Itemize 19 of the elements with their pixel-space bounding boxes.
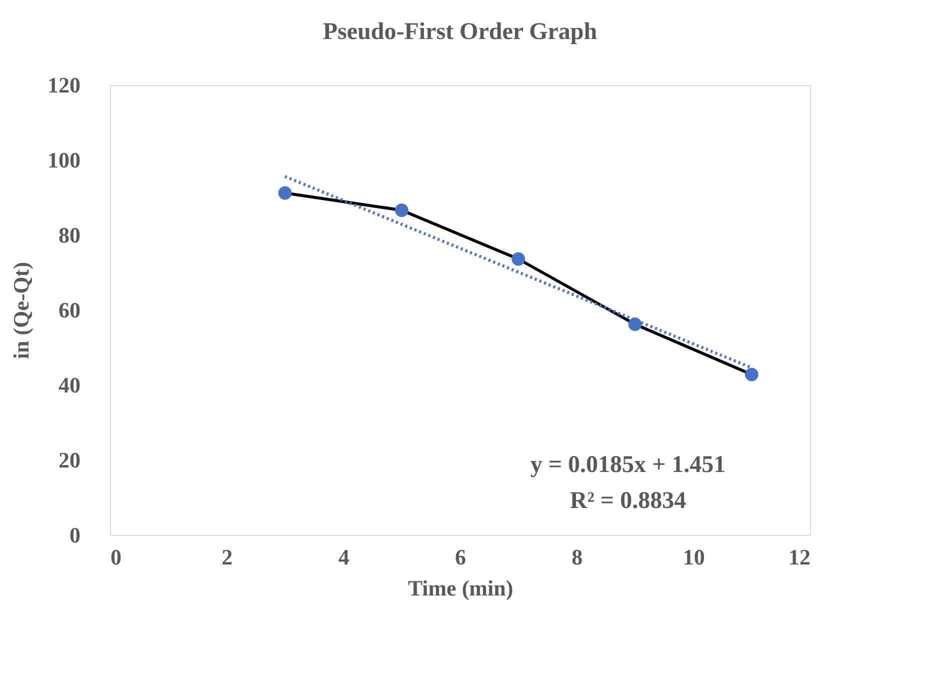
y-axis-title: in (Qe-Qt) — [8, 262, 34, 360]
x-tick-label: 12 — [788, 544, 810, 570]
y-tick-label: 120 — [48, 72, 80, 98]
x-tick-label: 4 — [338, 544, 350, 570]
y-tick-label: 0 — [70, 522, 80, 548]
x-tick-label: 8 — [572, 544, 583, 570]
y-tick-label: 100 — [48, 148, 80, 172]
x-tick-label: 6 — [455, 544, 466, 570]
annotation: y = 0.0185x + 1.451 — [530, 452, 726, 478]
y-tick-label: 20 — [58, 448, 80, 472]
chart-title: Pseudo-First Order Graph — [322, 19, 598, 45]
y-tick-label: 60 — [58, 298, 80, 322]
y-tick-label: 80 — [58, 222, 80, 248]
x-axis-title: Time (min) — [408, 576, 514, 600]
annotation: R² = 0.8834 — [570, 488, 686, 514]
y-tick-label: 40 — [58, 372, 80, 398]
x-tick-label: 0 — [110, 544, 122, 570]
x-tick-label: 2 — [222, 544, 233, 570]
x-tick-label: 10 — [682, 544, 705, 570]
